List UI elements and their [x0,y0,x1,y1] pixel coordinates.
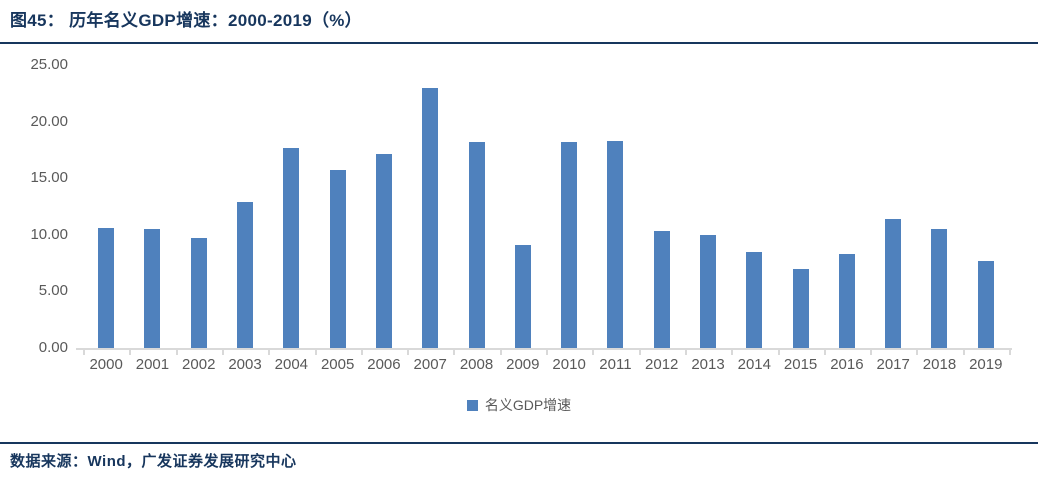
bar-slot [407,65,453,348]
bar-2012 [653,231,670,348]
x-axis-label: 2003 [228,356,262,373]
x-axis-label: 2019 [969,356,1003,373]
x-axis-label: 2013 [691,356,725,373]
data-source: 数据来源：Wind，广发证券发展研究中心 [10,453,297,470]
x-axis-label: 2006 [367,356,401,373]
x-axis-tick [823,348,826,355]
bar-2015 [792,268,809,348]
x-axis-tick [129,348,132,355]
bar-slot [963,65,1009,348]
footer-divider [0,442,1038,444]
bar-2006 [375,154,392,348]
x-axis-label: 2014 [737,356,771,373]
x-axis-tick [360,348,363,355]
bar-slot [500,65,546,348]
x-axis-tick [546,348,548,355]
bar-slot [639,65,685,348]
y-axis-label: 25.00 [30,56,68,73]
x-axis-label: 2007 [413,356,447,373]
y-axis-label: 10.00 [30,225,68,243]
legend: 名义GDP增速 [0,395,1038,415]
x-axis-tick [962,348,965,355]
y-axis-label: 5.00 [38,282,68,300]
x-axis-label: 2015 [783,356,818,373]
x-axis-label: 2017 [876,356,910,373]
x-axis-label: 2008 [459,356,494,373]
x-axis-label: 2004 [274,356,309,373]
x-axis-tick [453,348,456,355]
x-axis-label: 2010 [552,356,586,373]
bar-2017 [885,218,902,348]
x-axis-label: 2018 [922,356,957,373]
y-axis-label: 20.00 [30,112,68,130]
bar-2018 [931,229,948,348]
bar-2002 [190,238,207,348]
bar-2007 [422,87,439,348]
x-axis-tick [83,348,85,355]
x-axis-line [76,348,1012,350]
x-axis-tick [499,348,502,355]
bar-slot [222,65,268,348]
legend-label: 名义GDP增速 [484,397,572,413]
bar-slot [83,65,129,348]
bar-2003 [237,201,254,348]
bar-slot [546,65,592,348]
bar-slot [453,65,499,348]
legend-marker-icon [466,399,478,411]
x-axis-tick [777,348,780,355]
x-axis-label: 2016 [830,356,864,373]
bar-slot [685,65,731,348]
bar-2009 [514,245,531,348]
bar-2004 [283,147,300,348]
bar-2008 [468,141,485,348]
bar-2016 [838,254,855,348]
x-axis-label: 2001 [135,356,170,373]
bar-slot [824,65,870,348]
bar-2005 [329,170,346,348]
x-axis-label: 2009 [506,356,540,373]
bar-2011 [607,140,624,348]
bar-slot [268,65,314,348]
bar-slot [314,65,360,348]
x-axis-tick [314,348,317,355]
bar-slot [777,65,823,348]
bar-slot [129,65,175,348]
x-axis-labels: 2000 2001 2002 2003 2004 2005 2006 2007 2008 2009… [83,356,1009,373]
x-axis-tick [1009,348,1011,355]
x-axis-tick [638,348,641,355]
y-axis-label: 0.00 [38,339,68,356]
bar-slot [916,65,962,348]
bar-2000 [98,228,115,348]
x-axis-tick [870,348,873,355]
x-axis-label: 2012 [645,356,679,373]
bar-slot [731,65,777,348]
x-axis-tick [407,348,410,355]
x-axis-label: 2000 [89,356,123,373]
bar-2010 [561,141,578,348]
bar-slot [870,65,916,348]
x-axis-label: 2002 [182,356,216,373]
plot-area [83,65,1009,348]
bar-slot [176,65,222,348]
bar-2013 [700,234,716,348]
x-axis-tick [268,348,271,355]
x-axis-tick [731,348,734,355]
x-axis-label: 2011 [599,356,632,373]
bar-2001 [144,229,161,348]
x-axis-tick [684,348,687,355]
x-axis-tick [592,348,595,355]
bar-slot [361,65,407,348]
bar-2014 [746,251,763,348]
bar-2019 [977,260,994,348]
y-axis-label: 15.00 [30,169,68,187]
x-axis-label: 2005 [320,356,355,373]
bar-slot [592,65,638,348]
title-divider [0,42,1038,44]
x-axis-tick [916,348,919,355]
figure-title: 图45： 历年名义GDP增速：2000-2019（%） [10,11,362,30]
x-axis-tick [175,348,178,355]
x-axis-tick [221,348,224,355]
